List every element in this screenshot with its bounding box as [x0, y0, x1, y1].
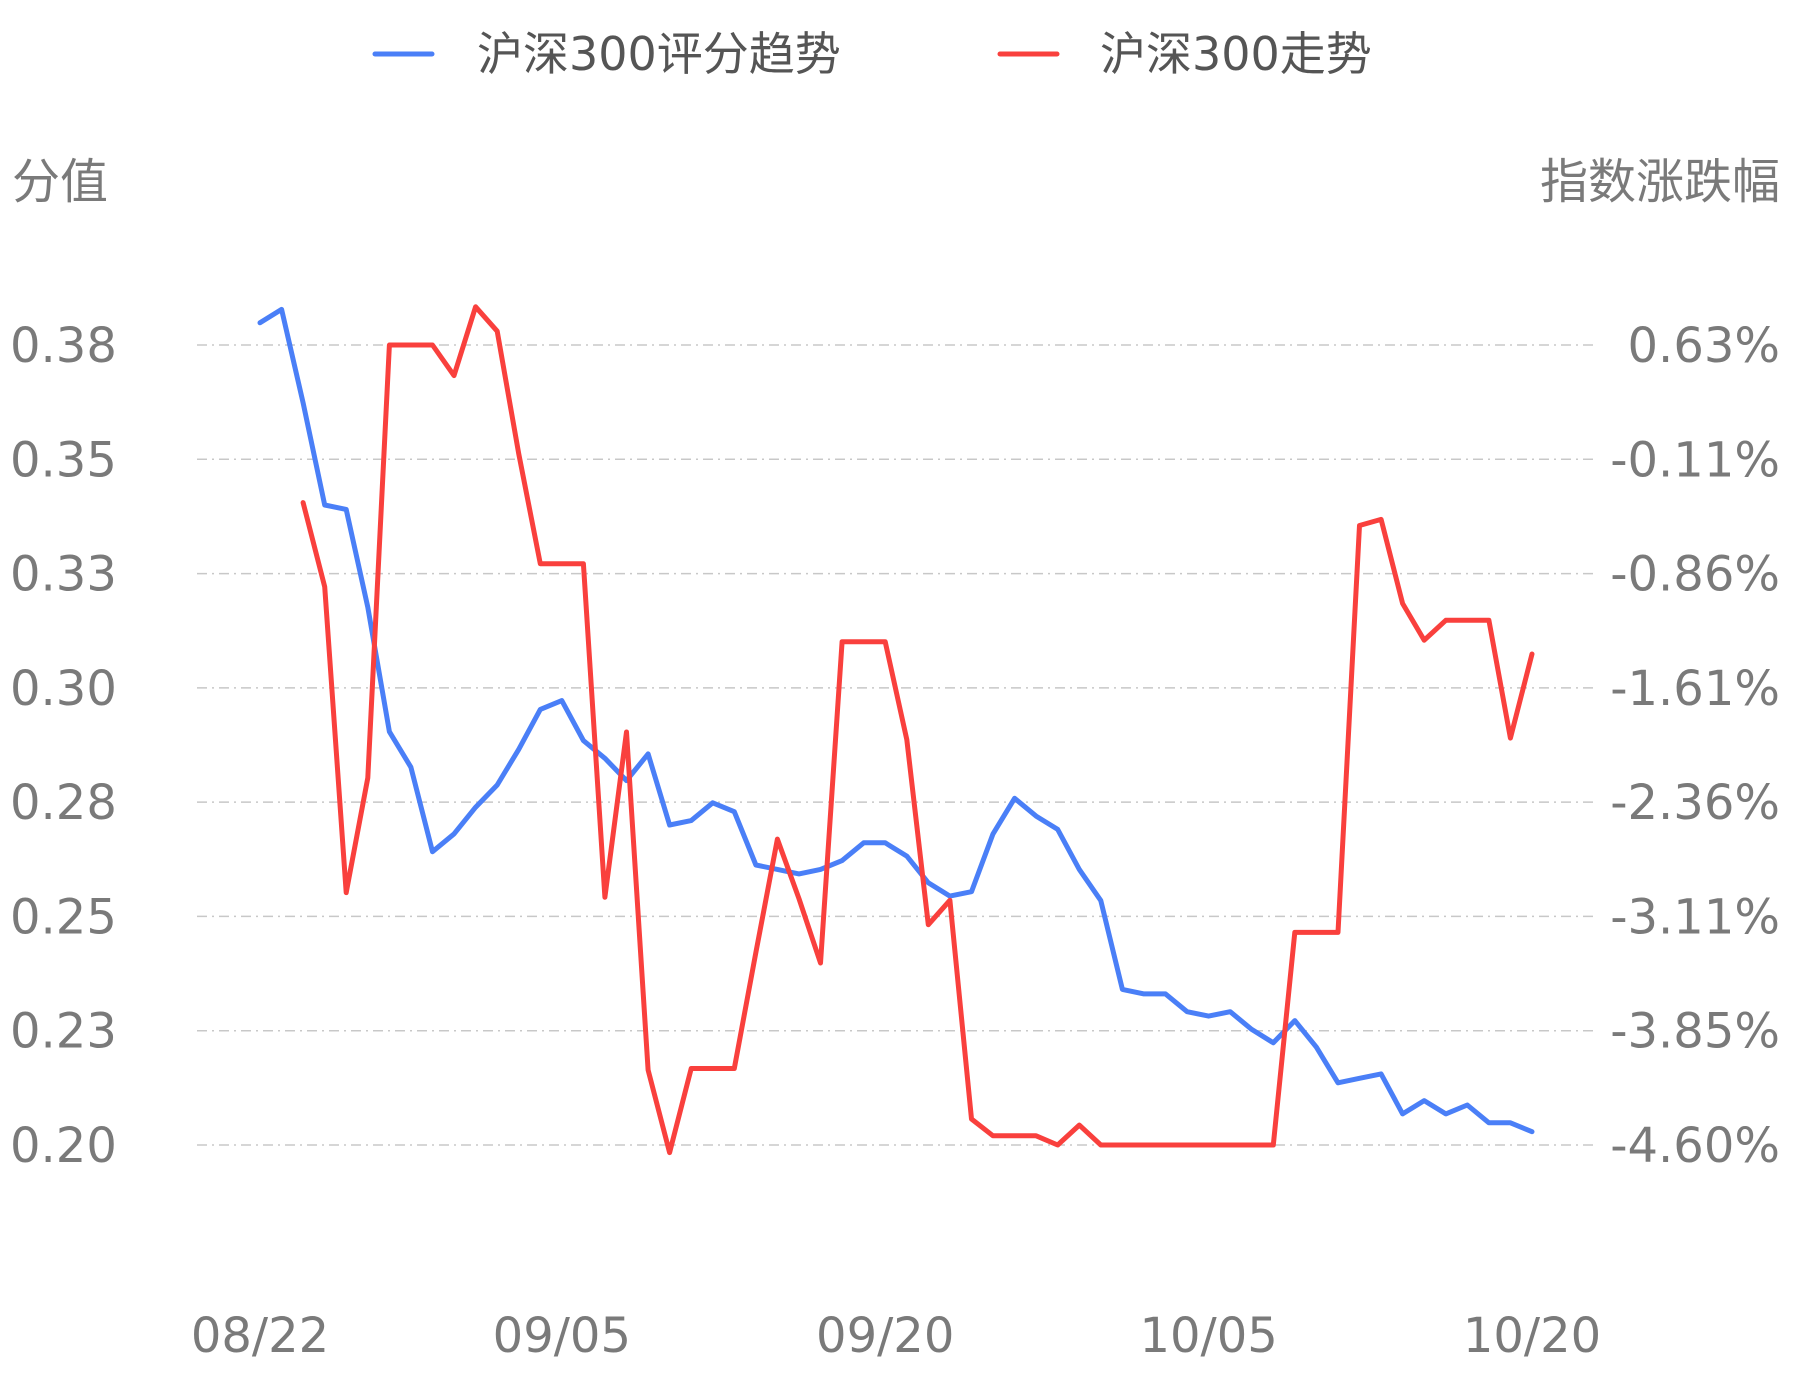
y-right-tick-labels: 0.63% -0.11% -0.86% -1.61% -2.36% -3.11% -3.85…: [1610, 318, 1780, 1174]
legend-item-index[interactable]: 沪深300走势: [997, 27, 1372, 81]
y-right-tick-label: -1.61%: [1610, 661, 1780, 717]
y-right-tick-label: -0.11%: [1610, 432, 1780, 488]
y-left-tick-label: 0.38: [10, 318, 117, 374]
y-right-tick-label: -4.60%: [1610, 1118, 1780, 1174]
series-lines: [257, 304, 1535, 1156]
series-line-index: [300, 304, 1535, 1156]
x-tick-label: 08/22: [191, 1308, 329, 1364]
series-line-score: [257, 306, 1535, 1135]
y-right-tick-label: 0.63%: [1628, 318, 1780, 374]
y-right-tick-label: -3.85%: [1610, 1004, 1780, 1060]
y-right-tick-label: -0.86%: [1610, 547, 1780, 603]
legend: 沪深300评分趋势 沪深300走势: [372, 27, 1372, 81]
legend-item-score[interactable]: 沪深300评分趋势: [372, 27, 841, 81]
y-left-tick-label: 0.20: [10, 1118, 117, 1174]
x-tick-label: 09/05: [493, 1308, 631, 1364]
x-tick-label: 10/05: [1139, 1308, 1277, 1364]
grid-lines: [197, 344, 1595, 1146]
y-right-tick-label: -2.36%: [1610, 775, 1780, 831]
y-left-tick-label: 0.25: [10, 889, 117, 945]
y-left-axis-title: 分值: [12, 154, 108, 210]
x-tick-labels: 08/22 09/05 09/20 10/05 10/20: [191, 1308, 1601, 1364]
legend-label-score: 沪深300评分趋势: [477, 27, 841, 81]
legend-label-index: 沪深300走势: [1100, 27, 1372, 81]
y-left-tick-labels: 0.38 0.35 0.33 0.30 0.28 0.25 0.23 0.20: [10, 318, 117, 1174]
y-left-tick-label: 0.30: [10, 661, 117, 717]
y-left-tick-label: 0.23: [10, 1004, 117, 1060]
y-left-tick-label: 0.33: [10, 547, 117, 603]
y-right-tick-label: -3.11%: [1610, 889, 1780, 945]
x-tick-label: 09/20: [816, 1308, 954, 1364]
y-left-tick-label: 0.35: [10, 432, 117, 488]
x-tick-label: 10/20: [1463, 1308, 1601, 1364]
y-right-axis-title: 指数涨跌幅: [1540, 154, 1780, 210]
y-left-tick-label: 0.28: [10, 775, 117, 831]
